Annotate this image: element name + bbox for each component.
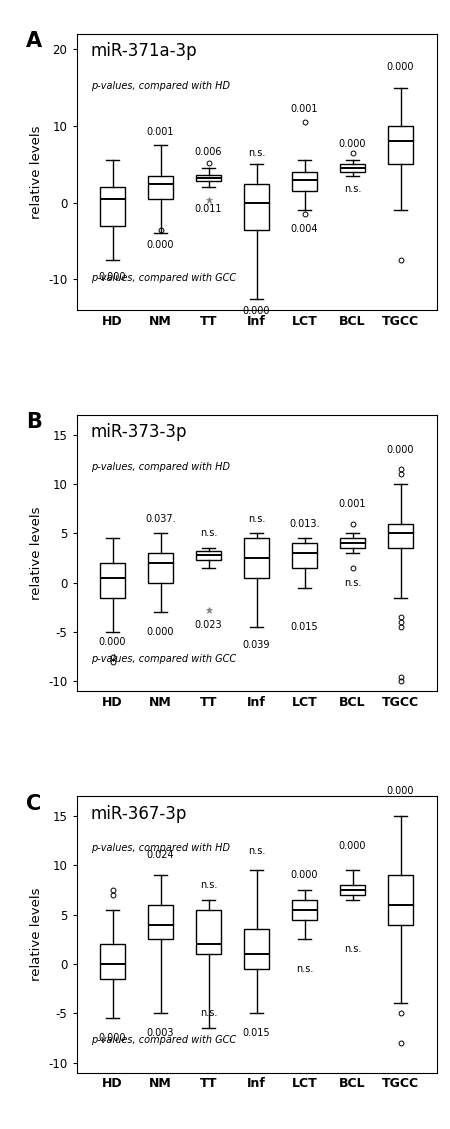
Text: 0.000: 0.000 bbox=[387, 62, 414, 72]
PathPatch shape bbox=[292, 172, 317, 191]
Text: n.s.: n.s. bbox=[248, 846, 265, 856]
Text: 0.024: 0.024 bbox=[147, 850, 174, 860]
Text: n.s.: n.s. bbox=[200, 879, 217, 890]
Text: 0.015: 0.015 bbox=[243, 1029, 270, 1039]
PathPatch shape bbox=[340, 165, 365, 172]
PathPatch shape bbox=[292, 543, 317, 568]
Text: n.s.: n.s. bbox=[344, 944, 361, 954]
PathPatch shape bbox=[148, 176, 173, 199]
PathPatch shape bbox=[340, 539, 365, 549]
Text: 0.000: 0.000 bbox=[387, 445, 414, 455]
Text: p‑values, compared with HD: p‑values, compared with HD bbox=[91, 81, 230, 90]
Text: n.s.: n.s. bbox=[344, 184, 361, 193]
Text: 0.013.: 0.013. bbox=[289, 518, 320, 528]
Text: 0.037.: 0.037. bbox=[145, 514, 176, 524]
PathPatch shape bbox=[244, 539, 269, 578]
Text: 0.001: 0.001 bbox=[291, 105, 318, 114]
PathPatch shape bbox=[340, 885, 365, 895]
Text: p‑values, compared with GCC: p‑values, compared with GCC bbox=[91, 1035, 236, 1045]
PathPatch shape bbox=[196, 551, 221, 560]
Text: 0.039: 0.039 bbox=[243, 640, 270, 650]
PathPatch shape bbox=[388, 524, 413, 549]
Text: 0.000: 0.000 bbox=[147, 628, 174, 637]
PathPatch shape bbox=[292, 900, 317, 920]
Text: miR-373-3p: miR-373-3p bbox=[91, 423, 187, 441]
Text: n.s.: n.s. bbox=[248, 514, 265, 524]
Text: n.s.: n.s. bbox=[200, 528, 217, 539]
Text: p‑values, compared with HD: p‑values, compared with HD bbox=[91, 843, 230, 854]
Text: 0.023: 0.023 bbox=[195, 620, 222, 630]
PathPatch shape bbox=[148, 553, 173, 583]
Text: 0.000: 0.000 bbox=[99, 1033, 126, 1043]
Text: p‑values, compared with HD: p‑values, compared with HD bbox=[91, 462, 230, 472]
Text: 0.015: 0.015 bbox=[291, 622, 318, 632]
Text: p‑values, compared with GCC: p‑values, compared with GCC bbox=[91, 273, 236, 283]
PathPatch shape bbox=[388, 875, 413, 925]
Text: p‑values, compared with GCC: p‑values, compared with GCC bbox=[91, 654, 236, 664]
Text: 0.000: 0.000 bbox=[99, 637, 126, 647]
Text: C: C bbox=[26, 794, 41, 814]
Text: n.s.: n.s. bbox=[296, 964, 313, 974]
PathPatch shape bbox=[100, 944, 125, 979]
Text: 0.000: 0.000 bbox=[291, 870, 318, 881]
Text: 0.000: 0.000 bbox=[243, 306, 270, 316]
Text: 0.001: 0.001 bbox=[147, 128, 174, 138]
Text: 0.006: 0.006 bbox=[195, 147, 222, 157]
Text: 0.000: 0.000 bbox=[339, 841, 366, 850]
PathPatch shape bbox=[244, 929, 269, 969]
Text: miR-367-3p: miR-367-3p bbox=[91, 805, 187, 823]
Text: A: A bbox=[26, 32, 42, 51]
Text: 0.001: 0.001 bbox=[339, 499, 366, 509]
Text: B: B bbox=[26, 412, 42, 432]
PathPatch shape bbox=[244, 184, 269, 229]
PathPatch shape bbox=[148, 904, 173, 939]
Text: miR-371a-3p: miR-371a-3p bbox=[91, 42, 198, 60]
PathPatch shape bbox=[100, 187, 125, 226]
PathPatch shape bbox=[388, 126, 413, 165]
Text: n.s.: n.s. bbox=[200, 1008, 217, 1018]
Text: 0.004: 0.004 bbox=[291, 225, 318, 234]
PathPatch shape bbox=[196, 910, 221, 954]
Y-axis label: relative levels: relative levels bbox=[30, 125, 43, 219]
Y-axis label: relative levels: relative levels bbox=[30, 507, 43, 599]
Text: 0.003: 0.003 bbox=[147, 1029, 174, 1039]
PathPatch shape bbox=[100, 563, 125, 597]
Text: n.s.: n.s. bbox=[344, 578, 361, 588]
Y-axis label: relative levels: relative levels bbox=[30, 887, 43, 981]
Text: 0.000: 0.000 bbox=[99, 272, 126, 282]
Text: 0.000: 0.000 bbox=[147, 239, 174, 250]
Text: 0.000: 0.000 bbox=[387, 786, 414, 796]
PathPatch shape bbox=[196, 175, 221, 181]
Text: n.s.: n.s. bbox=[248, 148, 265, 158]
Text: 0.000: 0.000 bbox=[339, 139, 366, 149]
Text: 0.011: 0.011 bbox=[195, 204, 222, 215]
